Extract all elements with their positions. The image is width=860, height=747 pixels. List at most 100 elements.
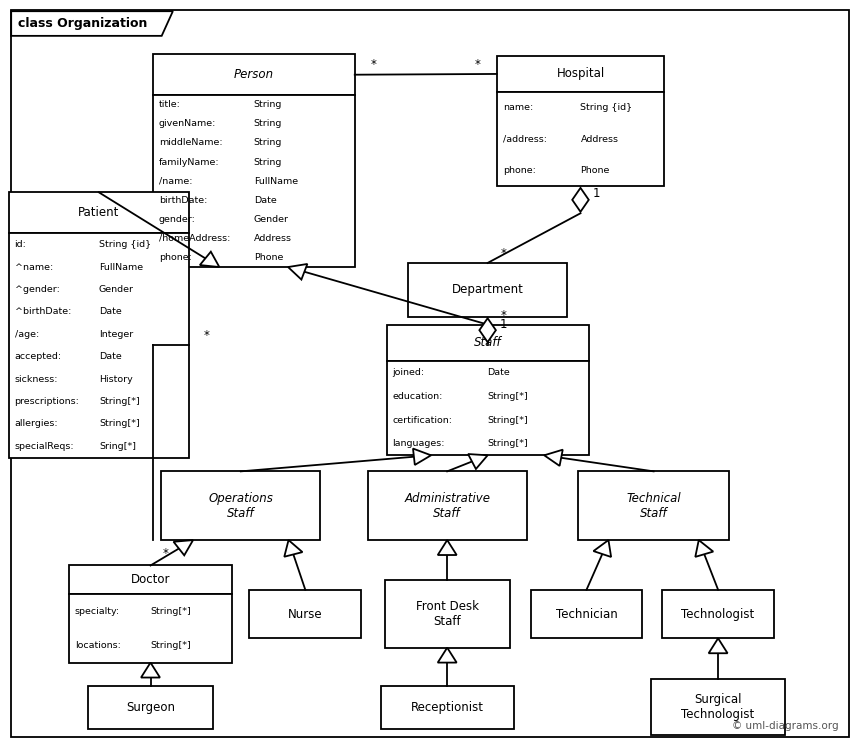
Polygon shape bbox=[695, 540, 713, 557]
Text: *: * bbox=[163, 547, 169, 560]
FancyBboxPatch shape bbox=[408, 263, 568, 317]
Text: title:: title: bbox=[158, 100, 181, 109]
FancyBboxPatch shape bbox=[249, 590, 361, 638]
Text: languages:: languages: bbox=[392, 439, 445, 448]
Polygon shape bbox=[438, 540, 457, 555]
Text: givenName:: givenName: bbox=[158, 120, 216, 128]
Text: /age:: /age: bbox=[15, 329, 39, 339]
Polygon shape bbox=[479, 318, 496, 342]
Polygon shape bbox=[544, 450, 562, 466]
Text: accepted:: accepted: bbox=[15, 352, 62, 362]
Text: Person: Person bbox=[234, 68, 273, 81]
Text: ^birthDate:: ^birthDate: bbox=[15, 307, 71, 317]
Text: education:: education: bbox=[392, 392, 443, 401]
Text: /address:: /address: bbox=[502, 134, 547, 144]
FancyBboxPatch shape bbox=[497, 56, 664, 93]
Text: FullName: FullName bbox=[99, 262, 143, 272]
Polygon shape bbox=[288, 264, 307, 279]
Text: Operations
Staff: Operations Staff bbox=[208, 492, 273, 520]
Text: birthDate:: birthDate: bbox=[158, 196, 207, 205]
Text: String[*]: String[*] bbox=[99, 419, 139, 429]
Text: familyName:: familyName: bbox=[158, 158, 219, 167]
Text: Nurse: Nurse bbox=[288, 607, 322, 621]
Text: ^name:: ^name: bbox=[15, 262, 52, 272]
FancyBboxPatch shape bbox=[153, 95, 354, 267]
Text: Department: Department bbox=[452, 283, 524, 297]
Text: String {id}: String {id} bbox=[580, 103, 633, 113]
Text: String[*]: String[*] bbox=[99, 397, 139, 406]
Text: /name:: /name: bbox=[158, 176, 192, 186]
Polygon shape bbox=[468, 454, 488, 469]
Text: class Organization: class Organization bbox=[18, 17, 147, 30]
FancyBboxPatch shape bbox=[162, 471, 320, 540]
Text: Date: Date bbox=[99, 352, 121, 362]
FancyBboxPatch shape bbox=[386, 362, 588, 456]
FancyBboxPatch shape bbox=[531, 590, 642, 638]
Text: Gender: Gender bbox=[254, 215, 289, 224]
Text: Gender: Gender bbox=[99, 285, 134, 294]
Text: id:: id: bbox=[15, 240, 27, 249]
Text: Technologist: Technologist bbox=[681, 607, 755, 621]
Text: Date: Date bbox=[254, 196, 276, 205]
Text: *: * bbox=[501, 247, 506, 261]
Text: locations:: locations: bbox=[75, 641, 120, 650]
Text: Hospital: Hospital bbox=[556, 67, 605, 81]
FancyBboxPatch shape bbox=[69, 565, 232, 594]
Polygon shape bbox=[709, 638, 728, 653]
Text: Doctor: Doctor bbox=[131, 573, 170, 586]
Text: String[*]: String[*] bbox=[488, 439, 528, 448]
Polygon shape bbox=[438, 648, 457, 663]
Text: *: * bbox=[371, 58, 377, 72]
Text: Date: Date bbox=[488, 368, 510, 377]
Text: Staff: Staff bbox=[474, 336, 501, 350]
Text: ^gender:: ^gender: bbox=[15, 285, 59, 294]
Text: name:: name: bbox=[502, 103, 533, 113]
Text: gender:: gender: bbox=[158, 215, 195, 224]
Text: String[*]: String[*] bbox=[488, 392, 528, 401]
Text: Date: Date bbox=[99, 307, 121, 317]
FancyBboxPatch shape bbox=[11, 10, 849, 737]
FancyBboxPatch shape bbox=[380, 686, 514, 729]
Text: String {id}: String {id} bbox=[99, 240, 151, 249]
FancyBboxPatch shape bbox=[88, 686, 213, 729]
Text: 1: 1 bbox=[500, 317, 507, 331]
Text: Patient: Patient bbox=[78, 206, 120, 220]
FancyBboxPatch shape bbox=[385, 580, 509, 648]
Polygon shape bbox=[11, 11, 173, 36]
Text: specialReqs:: specialReqs: bbox=[15, 441, 74, 451]
Text: Address: Address bbox=[254, 234, 292, 243]
Text: *: * bbox=[204, 329, 209, 342]
Text: Phone: Phone bbox=[254, 253, 283, 262]
FancyBboxPatch shape bbox=[386, 324, 588, 362]
FancyBboxPatch shape bbox=[69, 594, 232, 663]
Text: certification:: certification: bbox=[392, 415, 452, 424]
Polygon shape bbox=[141, 663, 160, 678]
Text: Administrative
Staff: Administrative Staff bbox=[404, 492, 490, 520]
Text: Surgical
Technologist: Surgical Technologist bbox=[681, 693, 755, 722]
Text: phone:: phone: bbox=[502, 166, 536, 176]
FancyBboxPatch shape bbox=[153, 54, 354, 95]
Text: String: String bbox=[254, 158, 282, 167]
Polygon shape bbox=[285, 540, 303, 557]
FancyBboxPatch shape bbox=[368, 471, 526, 540]
Text: Sring[*]: Sring[*] bbox=[99, 441, 136, 451]
Polygon shape bbox=[572, 188, 589, 212]
Text: Technical
Staff: Technical Staff bbox=[626, 492, 681, 520]
Text: allergies:: allergies: bbox=[15, 419, 58, 429]
Text: Address: Address bbox=[580, 134, 618, 144]
Text: String: String bbox=[254, 100, 282, 109]
Text: History: History bbox=[99, 374, 132, 384]
FancyBboxPatch shape bbox=[578, 471, 728, 540]
Text: sickness:: sickness: bbox=[15, 374, 58, 384]
Text: FullName: FullName bbox=[254, 176, 298, 186]
Text: /homeAddress:: /homeAddress: bbox=[158, 234, 230, 243]
Text: middleName:: middleName: bbox=[158, 138, 222, 147]
Text: Receptionist: Receptionist bbox=[411, 701, 483, 714]
Text: String: String bbox=[254, 120, 282, 128]
Text: Front Desk
Staff: Front Desk Staff bbox=[415, 600, 479, 628]
Text: Phone: Phone bbox=[580, 166, 610, 176]
FancyBboxPatch shape bbox=[497, 93, 664, 187]
FancyBboxPatch shape bbox=[662, 590, 774, 638]
Text: specialty:: specialty: bbox=[75, 607, 120, 616]
Text: joined:: joined: bbox=[392, 368, 425, 377]
